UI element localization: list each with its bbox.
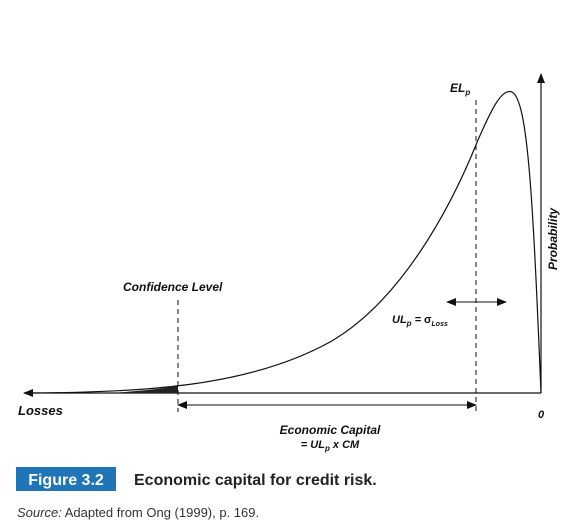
zero-label: 0 (538, 409, 545, 421)
capital-label: Economic Capital (280, 423, 381, 437)
probability-label: Probability (546, 207, 560, 270)
losses-label: Losses (18, 403, 63, 418)
capital-formula: = ULp x CM (301, 439, 360, 453)
ul-label: ULp = σLoss (392, 314, 448, 328)
figure-badge (16, 467, 116, 491)
confidence-label: Confidence Level (123, 280, 223, 294)
source-line: Source: Adapted from Ong (1999), p. 169. (17, 505, 259, 520)
el-label: ELp (450, 81, 470, 97)
tail-area (110, 386, 178, 393)
loss-distribution (29, 90, 542, 394)
figure-title: Economic capital for credit risk. (134, 472, 377, 489)
figure-number: Figure 3.2 (28, 472, 104, 489)
